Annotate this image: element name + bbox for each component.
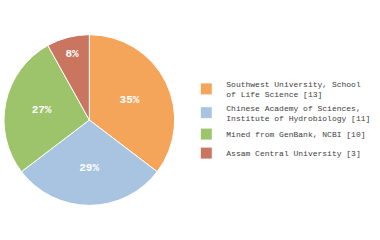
svg-text:35%: 35% [120, 94, 140, 106]
svg-text:Assam Central University [3]: Assam Central University [3] [226, 149, 360, 158]
svg-text:Mined from GenBank, NCBI [10]: Mined from GenBank, NCBI [10] [226, 130, 365, 139]
svg-text:8%: 8% [65, 48, 79, 60]
svg-text:Chinese Academy of Sciences,In: Chinese Academy of Sciences,Institute of… [226, 104, 370, 123]
svg-text:27%: 27% [32, 104, 52, 116]
svg-text:Southwest University, Schoolof: Southwest University, Schoolof Life Scie… [226, 80, 361, 99]
svg-text:29%: 29% [79, 162, 99, 174]
